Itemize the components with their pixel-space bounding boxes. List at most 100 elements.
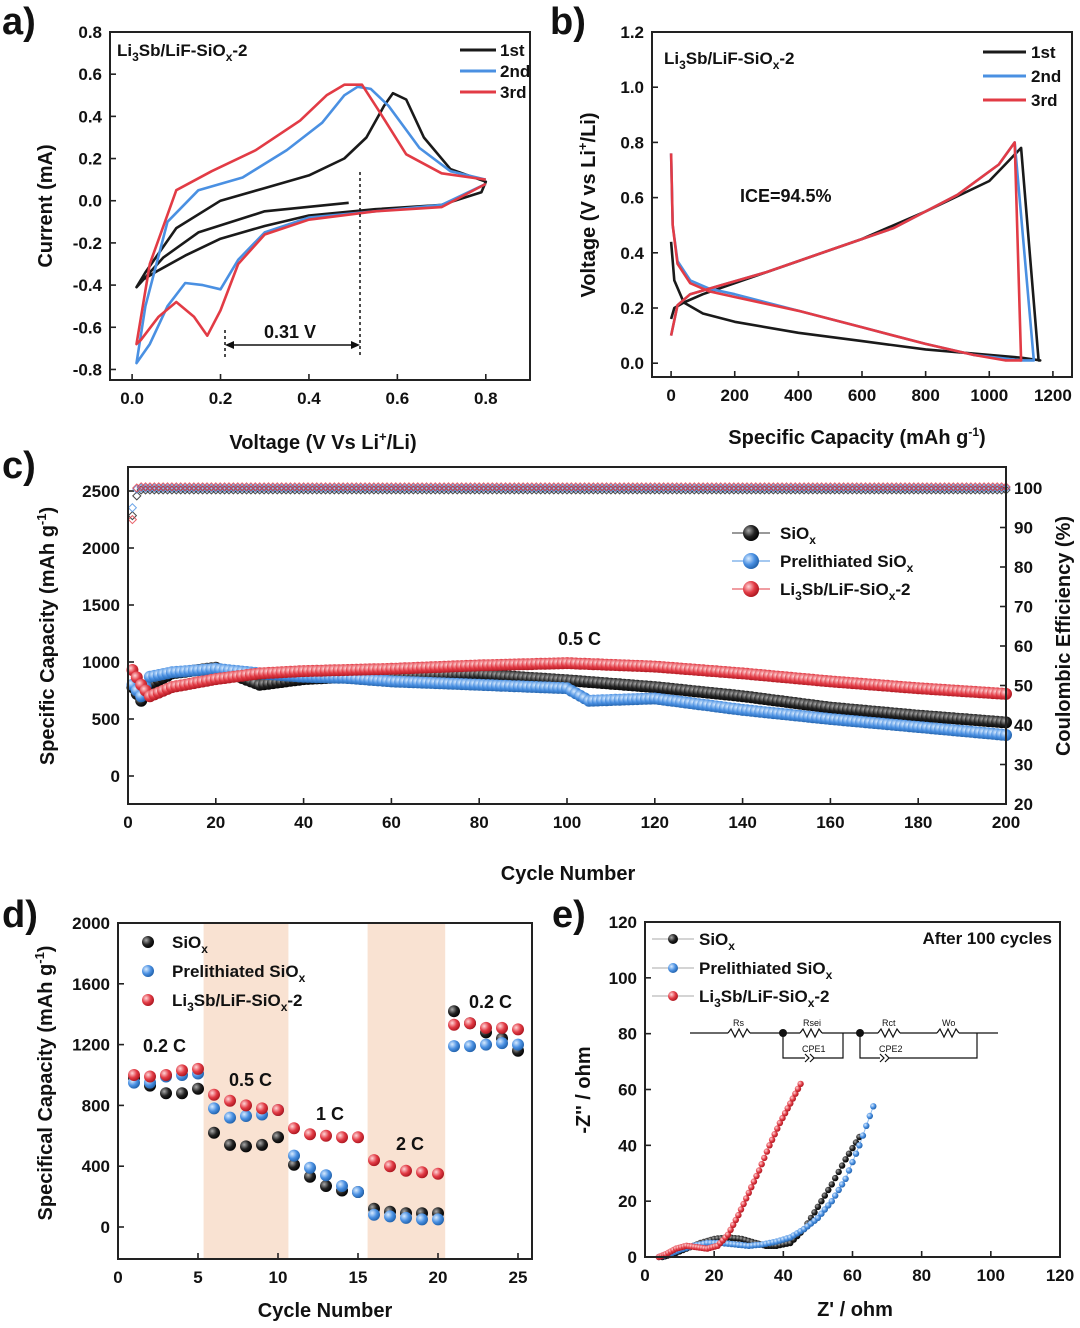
panel-d: d) 0 5 10 15 20 25 0 400 800 1200 1600 2000 SiOx Pr… bbox=[2, 894, 533, 1322]
nyquist-point-Li3Sb/LiF-SiOx-2 bbox=[789, 1095, 796, 1102]
ce-point-Prelithiated SiOx bbox=[931, 483, 941, 493]
ce-point-Li3Sb/LiF-SiOx-2 bbox=[382, 482, 392, 492]
ce-point-Li3Sb/LiF-SiOx-2 bbox=[136, 482, 146, 492]
arrow-right-icon bbox=[351, 341, 360, 349]
nyquist-point-Li3Sb/LiF-SiOx-2 bbox=[727, 1226, 734, 1234]
panel-e-x-tick-label: 40 bbox=[774, 1266, 793, 1285]
ce-point-Li3Sb/LiF-SiOx-2 bbox=[413, 482, 423, 492]
ce-point-Prelithiated SiOx bbox=[768, 483, 779, 493]
ce-point-Prelithiated SiOx bbox=[154, 483, 164, 493]
panel-d-letter: d) bbox=[2, 894, 38, 936]
panel-c-x-tick-label: 180 bbox=[904, 813, 932, 832]
ce-point-Prelithiated SiOx bbox=[408, 483, 419, 493]
rate-point-Prelithiated SiOx bbox=[496, 1037, 508, 1050]
nyquist-point-Li3Sb/LiF-SiOx-2 bbox=[745, 1189, 752, 1197]
ce-point-Prelithiated SiOx bbox=[869, 483, 880, 493]
ce-point-Prelithiated SiOx bbox=[553, 483, 563, 493]
ce-point-Li3Sb/LiF-SiOx-2 bbox=[364, 482, 375, 492]
ce-point-Prelithiated SiOx bbox=[290, 483, 300, 493]
ce-point-Prelithiated SiOx bbox=[254, 483, 265, 493]
ce-point-Prelithiated SiOx bbox=[759, 483, 770, 493]
rate-point-SiOx bbox=[208, 1126, 220, 1139]
panel-a-xlabel: Voltage (V Vs Li+/Li) bbox=[229, 429, 416, 454]
ce-point-Li3Sb/LiF-SiOx-2 bbox=[966, 482, 976, 492]
nyquist-point-Li3Sb/LiF-SiOx-2 bbox=[787, 1100, 794, 1107]
panel-c-x-tick-label: 160 bbox=[816, 813, 844, 832]
panel-b-y-tick-label: 0.6 bbox=[620, 189, 644, 208]
ce-point-Prelithiated SiOx bbox=[891, 483, 901, 493]
ce-point-Li3Sb/LiF-SiOx-2 bbox=[303, 482, 313, 492]
ce-point-Prelithiated SiOx bbox=[355, 483, 366, 493]
ce-point-Prelithiated SiOx bbox=[786, 483, 796, 493]
panel-b-letter: b) bbox=[550, 1, 586, 43]
ce-point-Prelithiated SiOx bbox=[847, 483, 858, 493]
ce-point-Li3Sb/LiF-SiOx-2 bbox=[645, 482, 656, 492]
ce-point-Prelithiated SiOx bbox=[391, 483, 401, 493]
ce-point-Prelithiated SiOx bbox=[215, 483, 225, 493]
circuit-label-rsei: Rsei bbox=[803, 1018, 821, 1028]
ce-point-Prelithiated SiOx bbox=[382, 483, 392, 493]
panel-a-y-tick-label: -0.2 bbox=[73, 234, 102, 253]
ce-point-Li3Sb/LiF-SiOx-2 bbox=[395, 482, 405, 492]
ce-point-Li3Sb/LiF-SiOx-2 bbox=[553, 482, 563, 492]
ce-point-Li3Sb/LiF-SiOx-2 bbox=[803, 482, 814, 492]
nyquist-point-Li3Sb/LiF-SiOx-2 bbox=[755, 1167, 763, 1174]
ce-point-Li3Sb/LiF-SiOx-2 bbox=[676, 482, 686, 492]
ce-point-Prelithiated SiOx bbox=[527, 483, 537, 493]
ce-point-Li3Sb/LiF-SiOx-2 bbox=[487, 482, 498, 492]
ce-point-Li3Sb/LiF-SiOx-2 bbox=[461, 482, 471, 492]
ce-point-Li3Sb/LiF-SiOx-2 bbox=[434, 482, 445, 492]
panel-d-legend: SiOx Prelithiated SiOx Li3Sb/LiF-SiOx-2 bbox=[142, 933, 306, 1014]
ce-point-Li3Sb/LiF-SiOx-2 bbox=[334, 482, 344, 492]
panel-c-y-tick-label: 1000 bbox=[82, 653, 120, 672]
ce-point-Li3Sb/LiF-SiOx-2 bbox=[342, 482, 353, 492]
nyquist-point-SiOx bbox=[814, 1203, 822, 1211]
panel-d-y-tick-label: 1600 bbox=[72, 975, 110, 994]
legend-label-prelithiated: Prelithiated SiOx bbox=[699, 959, 833, 982]
ce-point-Prelithiated SiOx bbox=[575, 483, 585, 493]
ce-point-Prelithiated SiOx bbox=[492, 483, 502, 493]
legend-label-1st: 1st bbox=[500, 41, 525, 60]
ce-point-Prelithiated SiOx bbox=[825, 483, 836, 493]
equivalent-circuit bbox=[690, 1027, 998, 1063]
ce-point-Prelithiated SiOx bbox=[197, 483, 208, 493]
ce-point-Prelithiated SiOx bbox=[707, 483, 717, 493]
ce-point-Prelithiated SiOx bbox=[566, 483, 577, 493]
ce-point-Li3Sb/LiF-SiOx-2 bbox=[773, 482, 783, 492]
ce-point-Li3Sb/LiF-SiOx-2 bbox=[154, 482, 164, 492]
ce-point-Li3Sb/LiF-SiOx-2 bbox=[421, 482, 432, 492]
ce-point-Li3Sb/LiF-SiOx-2 bbox=[926, 482, 937, 492]
ce-point-Li3Sb/LiF-SiOx-2 bbox=[588, 482, 599, 492]
ce-point-Li3Sb/LiF-SiOx-2 bbox=[180, 482, 190, 492]
panel-d-frame bbox=[117, 922, 533, 1260]
ce-point-Li3Sb/LiF-SiOx-2 bbox=[632, 482, 642, 492]
ce-point-Li3Sb/LiF-SiOx-2 bbox=[816, 482, 827, 492]
ce-point-Prelithiated SiOx bbox=[158, 483, 168, 493]
nyquist-point-Li3Sb/LiF-SiOx-2 bbox=[730, 1221, 737, 1229]
ce-point-Prelithiated SiOx bbox=[641, 483, 651, 493]
ce-point-Li3Sb/LiF-SiOx-2 bbox=[167, 482, 177, 492]
ce-point-Prelithiated SiOx bbox=[136, 483, 146, 493]
ce-point-Li3Sb/LiF-SiOx-2 bbox=[935, 482, 945, 492]
ce-point-Li3Sb/LiF-SiOx-2 bbox=[693, 482, 704, 492]
ce-point-Prelithiated SiOx bbox=[404, 483, 414, 493]
ce-point-Prelithiated SiOx bbox=[904, 483, 915, 493]
rate-point-Prelithiated SiOx bbox=[288, 1149, 300, 1162]
rate-point-Li3Sb/LiF-SiOx-2 bbox=[512, 1023, 524, 1036]
ce-point-Prelithiated SiOx bbox=[619, 483, 629, 493]
rate-label-0.5c: 0.5 C bbox=[229, 1070, 272, 1090]
ce-point-Li3Sb/LiF-SiOx-2 bbox=[680, 482, 691, 492]
ce-point-Li3Sb/LiF-SiOx-2 bbox=[465, 482, 476, 492]
ce-point-Prelithiated SiOx bbox=[219, 483, 230, 493]
legend-marker-siox bbox=[668, 934, 678, 944]
ce-point-Prelithiated SiOx bbox=[518, 483, 528, 493]
ce-point-Li3Sb/LiF-SiOx-2 bbox=[628, 482, 638, 492]
legend-marker-prelithiated bbox=[743, 553, 759, 569]
ce-point-Prelithiated SiOx bbox=[338, 483, 348, 493]
ce-point-Prelithiated SiOx bbox=[241, 483, 252, 493]
ce-point-Li3Sb/LiF-SiOx-2 bbox=[263, 482, 274, 492]
ce-point-Li3Sb/LiF-SiOx-2 bbox=[233, 482, 243, 492]
ce-point-Prelithiated SiOx bbox=[434, 483, 445, 493]
ce-point-Prelithiated SiOx bbox=[443, 483, 454, 493]
panel-b-x-tick-label: 1200 bbox=[1034, 386, 1072, 405]
